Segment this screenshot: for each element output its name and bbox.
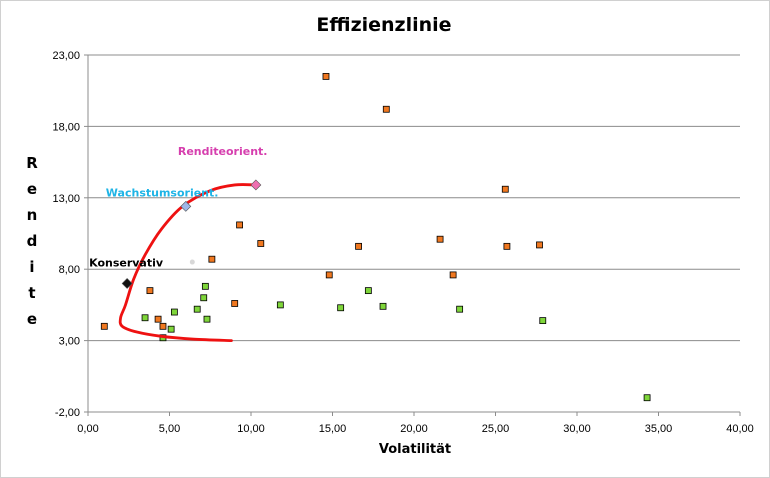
x-tick-label: 0,00 xyxy=(77,423,98,435)
y-axis-label-letter: n xyxy=(26,206,38,224)
data-point-orange xyxy=(231,300,239,307)
data-point-green xyxy=(364,287,372,295)
data-point-green xyxy=(379,302,387,310)
data-point-green xyxy=(200,294,208,302)
efficient-frontier-curve xyxy=(118,183,258,342)
data-point-orange xyxy=(503,242,511,250)
data-point-green xyxy=(193,305,201,313)
x-tick-label: 40,00 xyxy=(726,423,754,435)
x-tick-label: 5,00 xyxy=(159,423,180,435)
data-point-orange xyxy=(159,322,167,330)
y-axis-label-letter: d xyxy=(26,232,38,250)
x-tick-label: 25,00 xyxy=(482,423,510,435)
data-point-orange xyxy=(100,322,108,330)
data-point-green xyxy=(141,314,149,322)
y-tick-label: 23,00 xyxy=(52,50,80,62)
y-axis-label-letter: i xyxy=(29,258,35,276)
data-point-orange xyxy=(236,221,243,229)
y-tick-label: -2,00 xyxy=(55,407,80,419)
y-axis-label-letter: t xyxy=(28,284,36,302)
data-point-green xyxy=(170,308,178,316)
y-axis-label-letter: R xyxy=(26,154,38,172)
chart-title: Effizienzlinie xyxy=(316,14,452,36)
data-point-green xyxy=(201,282,209,290)
x-tick-label: 15,00 xyxy=(319,423,347,435)
data-point-orange xyxy=(449,271,457,279)
data-point-orange xyxy=(501,185,509,193)
data-point-green xyxy=(456,305,464,313)
x-tick-label: 35,00 xyxy=(645,423,673,435)
data-point-orange xyxy=(154,315,162,323)
data-point-orange xyxy=(382,105,390,113)
x-axis-label: Volatilität xyxy=(378,442,452,457)
data-point-orange xyxy=(322,73,330,80)
portfolio-label: Renditeorient. xyxy=(178,145,268,158)
data-point-orange xyxy=(208,255,216,263)
portfolio-label: Wachstumsorient. xyxy=(106,186,219,199)
x-tick-label: 10,00 xyxy=(237,423,265,435)
y-tick-label: 8,00 xyxy=(59,264,80,276)
data-point-orange xyxy=(325,271,333,279)
portfolio-label: Konservativ xyxy=(89,256,164,269)
data-point-faint xyxy=(189,259,195,265)
data-point-orange xyxy=(436,235,444,243)
data-point-green xyxy=(539,317,547,325)
x-tick-label: 30,00 xyxy=(563,423,591,435)
y-tick-label: 13,00 xyxy=(52,193,80,205)
x-tick-label: 20,00 xyxy=(400,423,428,435)
portfolio-marker xyxy=(121,278,133,289)
data-point-orange xyxy=(536,241,543,249)
portfolio-marker xyxy=(180,200,192,212)
data-point-green xyxy=(643,394,651,402)
data-point-orange xyxy=(355,242,362,250)
y-axis-label-letter: e xyxy=(26,310,38,328)
y-tick-label: 18,00 xyxy=(52,121,80,133)
y-tick-label: 3,00 xyxy=(59,336,80,348)
portfolio-marker xyxy=(250,179,262,191)
data-point-orange xyxy=(146,287,154,295)
data-point-green xyxy=(203,315,211,323)
y-axis-label-letter: e xyxy=(26,180,38,198)
data-point-green xyxy=(337,304,345,312)
data-point-green xyxy=(167,325,175,333)
data-point-green xyxy=(276,301,284,309)
data-point-orange xyxy=(257,240,265,247)
